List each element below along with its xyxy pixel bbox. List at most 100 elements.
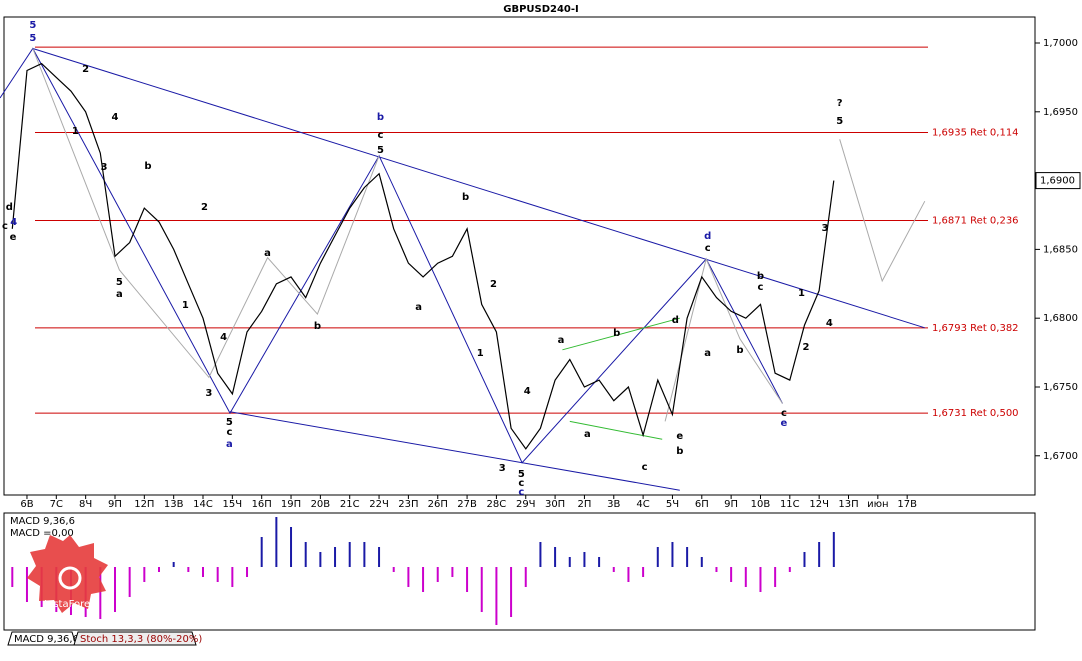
wave-label: c [518,487,524,498]
chart-title: GBPUSD240-I [503,4,579,15]
wave-label: a [558,335,565,346]
x-tick-label: 6П [695,499,709,510]
x-tick-label: 6В [20,499,33,510]
wave-label: 5 [29,20,36,31]
logo-icon [58,566,82,590]
y-tick-label: 1,6750 [1043,382,1078,393]
wave-label: 5 [226,417,233,428]
x-tick-label: 17В [897,499,917,510]
wave-label: c [226,427,232,438]
wave-label: 5 [518,469,525,480]
wave-label: c [758,282,764,293]
x-tick-label: 28С [487,499,507,510]
x-tick-label: 11С [780,499,800,510]
wave-label: a [116,289,123,300]
wave-label: b [377,112,384,123]
wave-label: 1 [72,126,79,137]
wave-label: d [6,202,13,213]
x-tick-label: 15Ч [223,499,243,510]
wave-label: 2 [201,202,208,213]
wave-label: c [2,221,8,232]
x-tick-label: 9П [108,499,122,510]
x-tick-label: 2П [577,499,591,510]
x-tick-label: 16П [252,499,272,510]
x-tick-label: 9П [724,499,738,510]
tab-label[interactable]: Stoch 13,3,3 (80%-20%) [80,634,202,645]
x-tick-label: июн [867,499,888,510]
x-tick-label: 7С [50,499,63,510]
wave-label: b [462,192,469,203]
logo-badge [27,535,108,613]
wave-label: 5 [836,116,843,127]
last-price-box [1035,172,1081,190]
price-line [11,62,835,450]
main-frame [3,16,1036,496]
logo-text: InstaForex [44,599,96,610]
x-tick-label: 5Ч [666,499,679,510]
x-tick-label: 30П [545,499,565,510]
wave-label: 5 [29,33,36,44]
wave-label: c [518,478,524,489]
y-tick-label: 1,6800 [1043,313,1078,324]
wave-line [839,139,926,283]
x-tick-label: 12Ч [809,499,829,510]
wave-label: e [676,431,683,442]
wave-line [32,48,380,379]
x-tick-label: 4С [636,499,649,510]
wave-label: 1 [477,348,484,359]
x-tick-label: 27В [457,499,477,510]
wave-label: 4 [524,386,531,397]
wave-label: 3 [822,223,829,234]
wave-label: a [264,248,271,259]
wave-label: 3 [499,463,506,474]
wave-label: a [415,302,422,313]
tab[interactable] [73,631,197,646]
wave-line [569,420,663,440]
level-label: 1,6935 Ret 0,114 [932,127,1019,138]
wave-label: d [704,231,711,242]
wave-label: d [672,315,679,326]
tabs: MACD 9,36,6 Stoch 13,3,3 (80%-20%) [7,631,202,646]
x-tick-label: 23П [398,499,418,510]
x-tick-label: 22Ч [369,499,389,510]
wave-label: 2 [490,279,497,290]
wave-label: 4 [220,332,227,343]
x-tick-label: 13В [164,499,184,510]
x-tick-label: 13П [838,499,858,510]
level-label: 1,6871 Ret 0,236 [932,216,1019,227]
wave-label: b [676,446,683,457]
wave-label: 1 [798,288,805,299]
wave-line [229,411,680,491]
macd-label: MACD 9,36,6 [10,516,75,527]
tab[interactable] [7,631,77,646]
wave-label: 4 [826,318,833,329]
y-tick-label: 1,6700 [1043,451,1078,462]
y-tick-label: 1,6850 [1043,244,1078,255]
x-tick-label: 19П [281,499,301,510]
level-label: 1,6793 Ret 0,382 [932,323,1019,334]
wave-label: b [736,345,743,356]
x-tick-label: 29Ч [516,499,536,510]
wave-label: b [613,328,620,339]
wave-label: a [226,439,233,450]
x-tick-label: 8Ч [79,499,92,510]
wave-label: ? [837,98,843,109]
x-tick-label: 20В [311,499,331,510]
logo: InstaForex [27,535,108,613]
wave-label: e [781,418,788,429]
wave-line [664,257,783,422]
wave-label: 5 [116,277,123,288]
wave-label: a [704,348,711,359]
wave-label: 1 [182,300,189,311]
tab-label[interactable]: MACD 9,36,6 [14,634,79,645]
wave-line [32,48,925,329]
wave-label: 4 [112,112,119,123]
x-tick-label: 12П [134,499,154,510]
wave-label: 5 [377,145,384,156]
wave-label: a [584,429,591,440]
x-tick-label: 21С [340,499,360,510]
wave-label: c [378,130,384,141]
level-label: 1,6731 Ret 0,500 [932,408,1019,419]
wave-label: e [10,232,17,243]
wave-label: b [144,161,151,172]
